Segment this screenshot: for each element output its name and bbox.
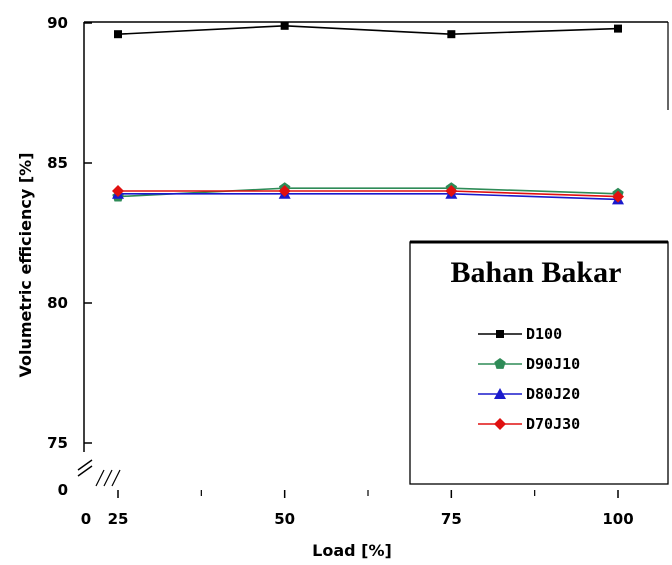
series-layer xyxy=(112,21,624,205)
legend-marker xyxy=(496,330,504,338)
y-tick-label: 80 xyxy=(47,294,68,312)
series-line-D70J30 xyxy=(118,190,619,198)
y-axis-title: Volumetric efficiency [%] xyxy=(16,152,35,377)
x-tick-label: 75 xyxy=(441,510,462,528)
y-tick-label: 85 xyxy=(47,154,68,172)
x-tick-label: 50 xyxy=(274,510,295,528)
series-D90J10 xyxy=(112,182,624,202)
data-point-D100 xyxy=(447,30,456,39)
legend: Bahan Bakar D100 D90J10 D80J20 D70J30 xyxy=(409,240,669,485)
legend-item-D90J10: D90J10 xyxy=(478,355,580,373)
series-line-D100 xyxy=(117,24,619,36)
ticks: 0 75 80 85 90 0 25 50 75 100 xyxy=(47,14,634,528)
x-axis-title: Load [%] xyxy=(312,541,392,560)
legend-label: D100 xyxy=(526,325,562,343)
data-point-D70J30 xyxy=(278,185,291,197)
y-tick-label: 90 xyxy=(47,14,68,32)
series-D70J30 xyxy=(112,185,624,203)
legend-label: D70J30 xyxy=(526,415,580,433)
data-point-D100 xyxy=(614,24,622,33)
legend-item-D70J30: D70J30 xyxy=(478,415,580,433)
data-point-D70J30 xyxy=(445,185,458,197)
x-axis-break xyxy=(95,469,121,487)
legend-marker xyxy=(494,388,506,399)
x-tick-label: 100 xyxy=(602,510,633,528)
axes xyxy=(77,21,669,487)
series-line-D90J10 xyxy=(117,187,619,198)
legend-label: D90J10 xyxy=(526,355,580,373)
legend-label: D80J20 xyxy=(526,385,580,403)
y-tick-label: 0 xyxy=(58,481,68,499)
series-D100 xyxy=(114,21,622,39)
legend-item-D80J20: D80J20 xyxy=(478,385,580,403)
legend-title: Bahan Bakar xyxy=(451,256,622,289)
x-tick-label: 25 xyxy=(108,510,129,528)
series-line-D80J20 xyxy=(118,193,619,201)
legend-item-D100: D100 xyxy=(478,325,562,343)
legend-marker xyxy=(494,358,506,369)
legend-marker xyxy=(494,418,506,430)
data-point-D100 xyxy=(114,30,122,39)
data-point-D100 xyxy=(280,21,289,30)
y-tick-label: 75 xyxy=(47,434,68,452)
legend-box xyxy=(409,241,669,485)
data-point-D70J30 xyxy=(112,185,124,197)
x-tick-label: 0 xyxy=(81,510,91,528)
data-point-D70J30 xyxy=(612,190,624,203)
y-axis-break xyxy=(77,459,93,477)
